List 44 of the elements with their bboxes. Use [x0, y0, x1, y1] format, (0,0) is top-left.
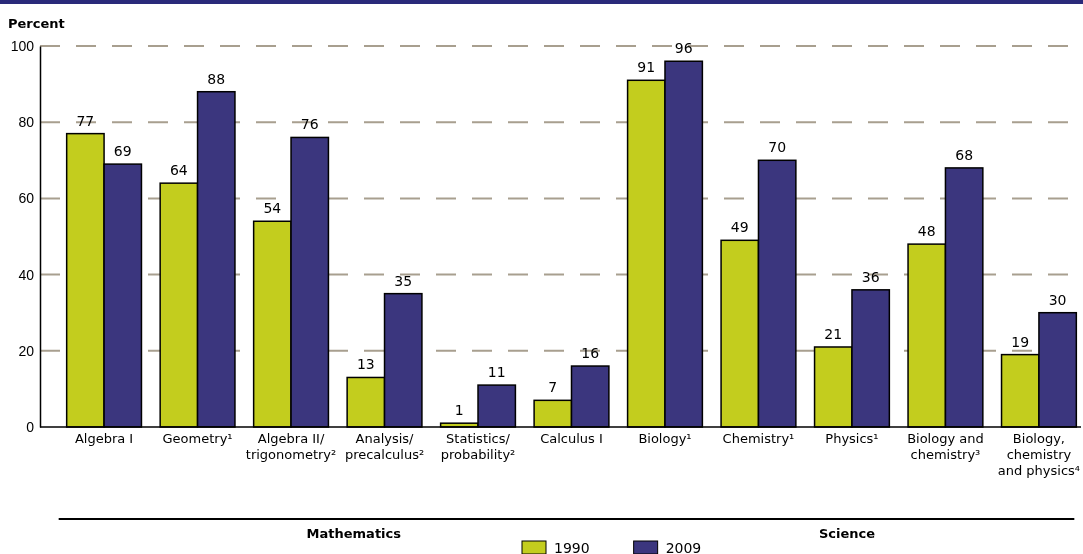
y-tick-label: 40: [18, 266, 35, 283]
data-label: 21: [824, 325, 843, 342]
data-label: 96: [674, 40, 693, 57]
data-label: 36: [861, 268, 880, 285]
data-label: 11: [487, 364, 506, 381]
legend-label: 2009: [665, 540, 702, 554]
text: Science: [818, 526, 876, 541]
data-label: 68: [955, 146, 974, 163]
y-axis-title: Percent: [8, 16, 65, 31]
x-tick-label: Algebra II/trigonometry²: [245, 431, 337, 462]
data-label: 77: [76, 112, 95, 129]
text: Mathematics: [306, 526, 402, 541]
data-label: 16: [581, 345, 600, 362]
data-label: 69: [113, 143, 132, 160]
y-tick-label: 20: [18, 342, 35, 359]
x-tick-label: Analysis/precalculus²: [344, 431, 425, 462]
x-tick-label: Geometry¹: [162, 431, 233, 446]
data-label: 48: [917, 223, 936, 240]
x-tick-label: Statistics/probability²: [440, 431, 516, 462]
y-tick-label: 60: [18, 190, 35, 207]
x-tick-label: Physics¹: [825, 431, 879, 446]
data-label: 70: [768, 139, 787, 156]
data-label: 7: [548, 379, 558, 396]
x-tick-label: Biology, chemistry and physics⁴: [997, 431, 1081, 478]
x-tick-label: Algebra I: [74, 431, 134, 446]
data-label: 1: [454, 402, 464, 419]
x-tick-label: Chemistry¹: [722, 431, 795, 446]
data-label: 19: [1011, 333, 1030, 350]
data-label: 64: [169, 162, 188, 179]
y-tick-label: 0: [26, 418, 35, 435]
data-label: 49: [730, 219, 749, 236]
y-tick-label: 100: [10, 37, 35, 54]
x-tick-label: Biology and chemistry³: [907, 431, 984, 462]
x-tick-label: Calculus I: [540, 431, 603, 446]
y-tick-label: 80: [18, 114, 35, 131]
data-label: 30: [1048, 291, 1067, 308]
legend-label: 1990: [554, 540, 590, 554]
data-label: 91: [637, 59, 656, 76]
data-label: 35: [394, 272, 413, 289]
data-label: 88: [207, 70, 226, 87]
data-label: 54: [263, 200, 282, 217]
data-label: 13: [356, 356, 375, 373]
data-label: 76: [300, 116, 319, 133]
x-tick-label: Biology¹: [638, 431, 692, 446]
